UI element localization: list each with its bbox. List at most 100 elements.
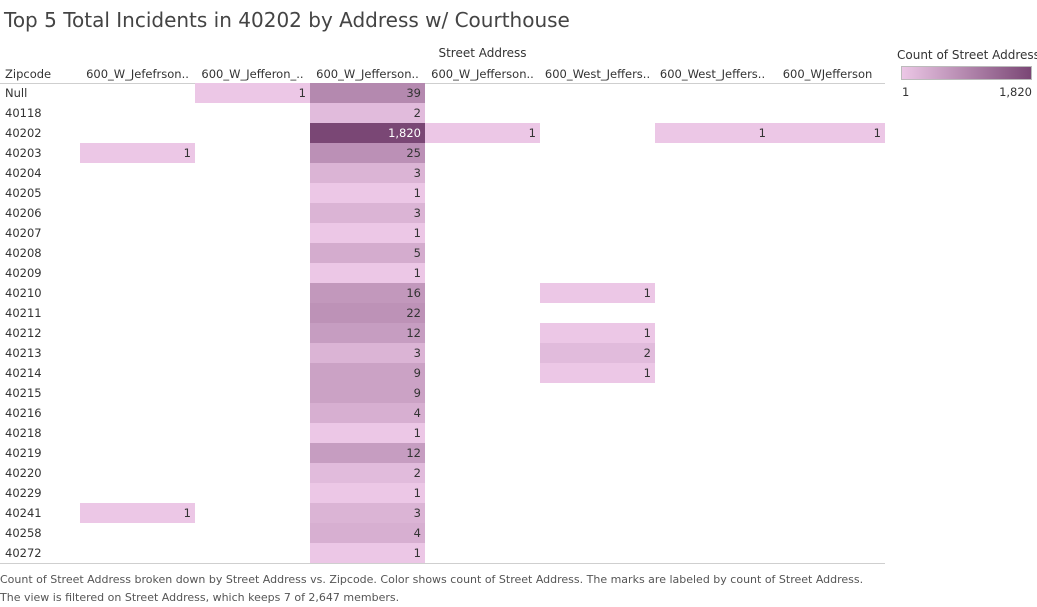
heat-cell[interactable] [310,303,425,323]
heat-cell[interactable] [310,423,425,443]
row-header-label: Zipcode [5,67,52,81]
row-label[interactable]: 40213 [5,346,42,360]
row-label[interactable]: 40204 [5,166,42,180]
heat-cell[interactable] [310,523,425,543]
heat-cell[interactable] [80,143,195,163]
cell-value-label: 39 [406,86,421,100]
header-divider [0,83,885,84]
heat-cell[interactable] [540,363,655,383]
cell-value-label: 3 [413,206,421,220]
cell-value-label: 2 [413,466,421,480]
heat-cell[interactable] [80,503,195,523]
heat-cell[interactable] [310,143,425,163]
row-label[interactable]: 40211 [5,306,42,320]
row-label[interactable]: 40241 [5,506,42,520]
caption-line: The view is filtered on Street Address, … [0,591,400,604]
caption-line: Count of Street Address broken down by S… [0,573,864,586]
heat-cell[interactable] [310,163,425,183]
column-header[interactable]: 600_West_Jeffers.. [659,67,766,81]
cell-value-label: 1 [758,126,766,140]
cell-value-label: 5 [413,246,421,260]
cell-value-label: 1 [643,286,651,300]
heat-cell[interactable] [310,243,425,263]
heat-cell[interactable] [310,263,425,283]
heat-cell[interactable] [310,183,425,203]
cell-value-label: 3 [413,346,421,360]
legend-color-ramp[interactable] [901,66,1032,80]
heat-cell[interactable] [310,103,425,123]
heat-cell[interactable] [310,223,425,243]
cell-value-label: 1 [413,486,421,500]
row-label[interactable]: 40220 [5,466,42,480]
row-label[interactable]: Null [5,86,28,100]
cell-value-label: 4 [413,526,421,540]
heat-cell[interactable] [655,123,770,143]
cell-value-label: 1 [183,506,191,520]
heat-cell[interactable] [310,383,425,403]
heat-cell[interactable] [310,483,425,503]
heat-cell[interactable] [310,503,425,523]
row-label[interactable]: 40208 [5,246,42,260]
column-header[interactable]: 600_W_Jefferon_.. [201,67,304,81]
column-header[interactable]: 600_W_Jefefrson.. [86,67,189,81]
row-label[interactable]: 40216 [5,406,42,420]
row-label[interactable]: 40210 [5,286,42,300]
cell-value-label: 1 [413,546,421,560]
cell-value-label: 1 [643,366,651,380]
cell-value-label: 1 [413,266,421,280]
row-label[interactable]: 40272 [5,546,42,560]
cell-value-label: 1 [413,186,421,200]
heat-cell[interactable] [310,363,425,383]
cell-value-label: 22 [406,306,421,320]
heat-cell[interactable] [310,323,425,343]
row-label[interactable]: 40203 [5,146,42,160]
heat-cell[interactable] [770,123,885,143]
row-label[interactable]: 40212 [5,326,42,340]
row-label[interactable]: 40206 [5,206,42,220]
cell-value-label: 1,820 [388,126,421,140]
bottom-divider [0,563,885,564]
cell-value-label: 1 [413,426,421,440]
row-label[interactable]: 40205 [5,186,42,200]
heat-cell[interactable] [310,283,425,303]
heat-cell[interactable] [310,543,425,563]
cell-value-label: 3 [413,166,421,180]
heat-cell[interactable] [310,203,425,223]
heat-cell[interactable] [195,83,310,103]
column-group-label: Street Address [438,46,527,60]
legend-max-label: 1,820 [999,85,1032,99]
column-header[interactable]: 600_West_Jeffers.. [544,67,651,81]
column-header[interactable]: 600_WJefferson [782,67,873,81]
heat-cell[interactable] [310,403,425,423]
legend-min-label: 1 [902,85,910,99]
cell-value-label: 16 [406,286,421,300]
cell-value-label: 25 [406,146,421,160]
cell-value-label: 4 [413,406,421,420]
row-label[interactable]: 40214 [5,366,42,380]
row-label[interactable]: 40258 [5,526,42,540]
heat-cell[interactable] [310,343,425,363]
cell-value-label: 1 [413,226,421,240]
row-label[interactable]: 40118 [5,106,42,120]
row-label[interactable]: 40215 [5,386,42,400]
heat-cell[interactable] [310,443,425,463]
row-label[interactable]: 40209 [5,266,42,280]
heat-cell[interactable] [310,463,425,483]
cell-value-label: 1 [183,146,191,160]
caption: Count of Street Address broken down by S… [0,571,863,607]
heat-cell[interactable] [540,283,655,303]
row-label[interactable]: 40229 [5,486,42,500]
heat-cell[interactable] [540,323,655,343]
column-header[interactable]: 600_W_Jefferson.. [431,67,534,81]
heat-cell[interactable] [540,343,655,363]
heat-cell[interactable] [425,123,540,143]
row-label[interactable]: 40202 [5,126,42,140]
row-label[interactable]: 40218 [5,426,42,440]
heat-cell[interactable] [310,123,425,143]
cell-value-label: 1 [528,126,536,140]
cell-value-label: 12 [406,326,421,340]
row-label[interactable]: 40207 [5,226,42,240]
row-label[interactable]: 40219 [5,446,42,460]
column-header[interactable]: 600_W_Jefferson.. [316,67,419,81]
heat-cell[interactable] [310,83,425,103]
